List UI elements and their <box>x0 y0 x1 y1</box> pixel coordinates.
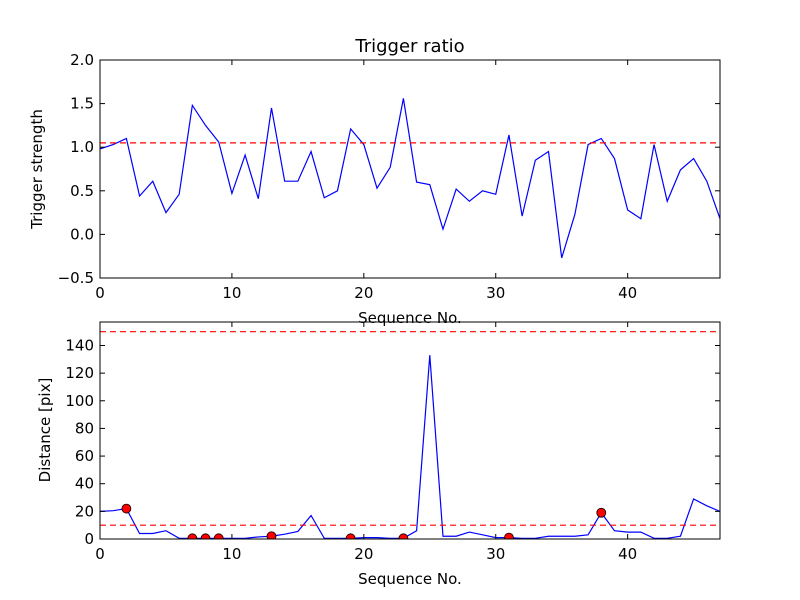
y-tick-label: 100 <box>65 392 94 410</box>
y-tick-label: 0 <box>84 530 94 548</box>
data-marker <box>121 503 132 514</box>
x-axis-label: Sequence No. <box>358 309 462 327</box>
axes-frame <box>99 321 721 540</box>
series-line <box>100 98 720 259</box>
x-tick-label: 30 <box>486 545 505 563</box>
x-tick-label: 30 <box>486 284 505 302</box>
x-tick-label: 0 <box>95 284 105 302</box>
y-tick-label: −0.5 <box>58 269 94 287</box>
data-marker <box>187 533 198 539</box>
trigger-ratio-chart: Trigger ratio 0 10 20 30 40 −0.5 0.0 0.5 1.0 1.5… <box>28 36 721 327</box>
y-tick-label: 80 <box>75 419 94 437</box>
distance-chart: 0 10 20 30 40 0 20 40 60 80 100 120 140 Sequence No… <box>36 321 721 588</box>
x-tick-label: 40 <box>618 284 637 302</box>
plot-content <box>100 98 720 259</box>
x-tick-label: 10 <box>222 284 241 302</box>
x-tick-label: 0 <box>95 545 105 563</box>
y-ticks: −0.5 0.0 0.5 1.0 1.5 2.0 <box>58 51 720 287</box>
x-tick-label: 10 <box>222 545 241 563</box>
data-marker <box>345 533 356 539</box>
y-tick-label: 140 <box>65 336 94 354</box>
y-tick-label: 1.0 <box>70 138 94 156</box>
x-axis-label: Sequence No. <box>358 570 462 588</box>
x-ticks: 0 10 20 30 40 <box>95 322 637 563</box>
data-marker <box>398 533 409 539</box>
x-tick-label: 20 <box>354 545 373 563</box>
plot-content <box>100 331 720 539</box>
data-marker <box>213 533 224 539</box>
data-marker <box>266 531 277 539</box>
y-tick-label: 120 <box>65 364 94 382</box>
x-ticks: 0 10 20 30 40 <box>95 60 637 302</box>
y-tick-label: 20 <box>75 502 94 520</box>
y-axis-label: Trigger strength <box>28 109 46 230</box>
y-tick-label: 40 <box>75 475 94 493</box>
axes-frame <box>99 59 721 279</box>
y-tick-label: 60 <box>75 447 94 465</box>
x-tick-label: 40 <box>618 545 637 563</box>
x-tick-label: 20 <box>354 284 373 302</box>
y-tick-label: 0.5 <box>70 182 94 200</box>
y-tick-label: 2.0 <box>70 51 94 69</box>
data-marker <box>200 533 211 539</box>
y-axis-label: Distance [pix] <box>36 378 54 483</box>
y-ticks: 0 20 40 60 80 100 120 140 <box>65 336 720 548</box>
data-marker <box>596 507 607 518</box>
data-marker <box>504 532 514 539</box>
chart-title: Trigger ratio <box>354 36 464 57</box>
y-tick-label: 1.5 <box>70 95 94 113</box>
y-tick-label: 0.0 <box>70 225 94 243</box>
